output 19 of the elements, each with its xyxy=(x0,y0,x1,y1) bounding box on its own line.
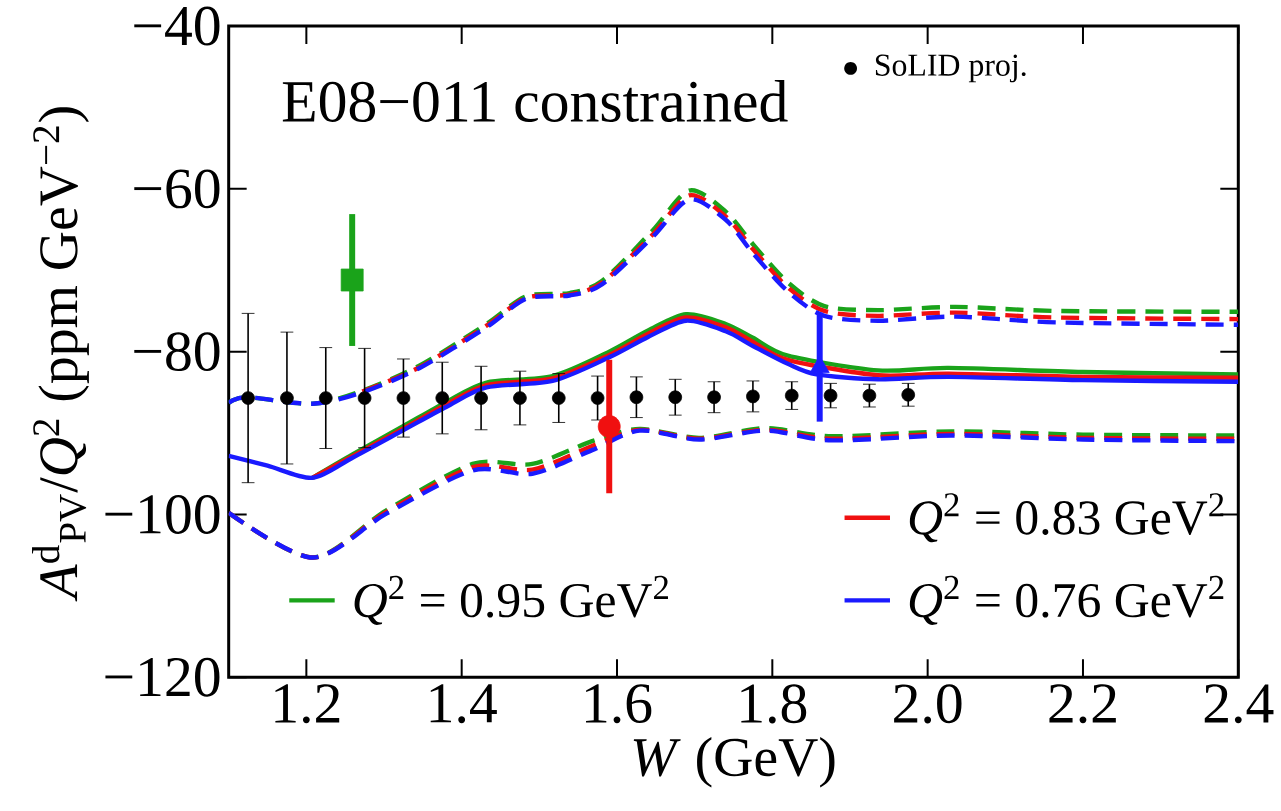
y-tick-label: −80 xyxy=(134,332,220,372)
y-tick-label: −120 xyxy=(105,657,220,697)
legend-label: Q$^{2}$ = 0.95 GeV$^{2}$ xyxy=(354,575,668,625)
x-tick-label: 1.6 xyxy=(586,684,652,724)
text: A$^{d}$$_{PV}$/Q$^{2}$ (ppm GeV$^{−2}$) xyxy=(32,107,89,602)
x-tick-label: 1.4 xyxy=(430,684,497,724)
annotation: E08−011 constrained xyxy=(282,79,788,122)
x-tick-label: 2.4 xyxy=(1204,684,1274,724)
x-axis-title: W (GeV) xyxy=(633,737,835,788)
y-tick-label: −60 xyxy=(134,169,220,209)
legend-label: Q$^{2}$ = 0.76 GeV$^{2}$ xyxy=(909,575,1224,625)
x-tick-label: 1.8 xyxy=(741,684,807,724)
y-tick-label: −40 xyxy=(134,6,220,46)
x-tick-label: 2.2 xyxy=(1049,684,1116,724)
x-tick-label: 1.2 xyxy=(275,684,340,724)
legend-label: Q$^{2}$ = 0.83 GeV$^{2}$ xyxy=(909,493,1224,543)
legend-label: SoLID proj. xyxy=(875,54,1026,83)
x-tick-label: 2.0 xyxy=(894,684,962,724)
y-tick-label: −100 xyxy=(105,494,220,534)
